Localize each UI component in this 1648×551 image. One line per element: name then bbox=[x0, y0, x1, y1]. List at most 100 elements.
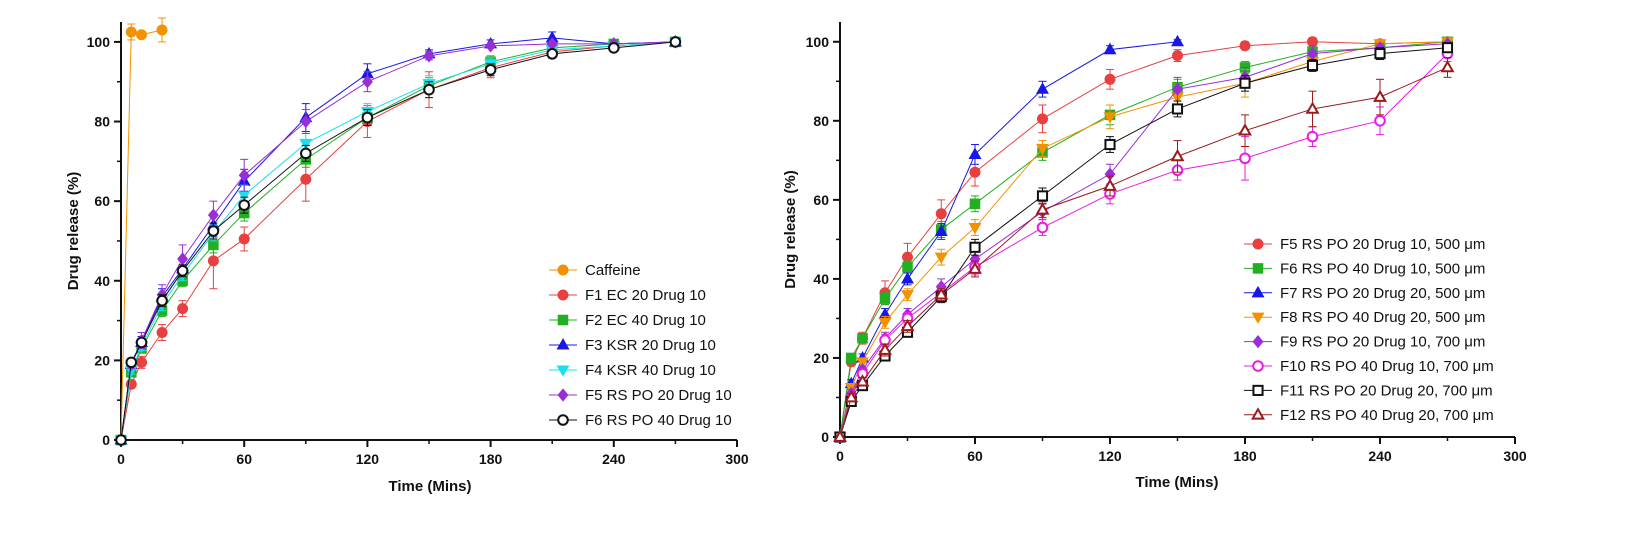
series-line bbox=[839, 43, 1448, 438]
data-point bbox=[935, 208, 947, 220]
data-point bbox=[125, 26, 137, 38]
data-point bbox=[238, 168, 250, 182]
series-line bbox=[839, 53, 1448, 438]
data-point bbox=[1171, 34, 1184, 47]
legend-marker bbox=[556, 338, 570, 350]
data-point bbox=[361, 75, 373, 89]
series-group bbox=[833, 57, 1455, 442]
data-point bbox=[176, 265, 189, 277]
data-point bbox=[1238, 123, 1252, 136]
data-point bbox=[968, 261, 982, 274]
legend-label: F5 RS PO 20 Drug 10 bbox=[585, 387, 732, 404]
legend-label: F8 RS PO 40 Drug 20, 500 μm bbox=[1280, 309, 1485, 326]
y-tick-label: 40 bbox=[813, 271, 829, 287]
data-point bbox=[299, 138, 313, 151]
legend-item: F2 EC 40 Drug 10 bbox=[549, 312, 706, 329]
series-group bbox=[115, 36, 681, 446]
data-point bbox=[115, 434, 127, 446]
legend-label: F6 RS PO 40 Drug 10 bbox=[585, 412, 732, 429]
legend-marker bbox=[1252, 384, 1264, 396]
y-axis-title: Drug release (%) bbox=[782, 170, 799, 288]
legend-item: F7 RS PO 20 Drug 20, 500 μm bbox=[1244, 285, 1485, 302]
data-point bbox=[300, 173, 312, 185]
data-point bbox=[901, 271, 914, 284]
legend-label: Caffeine bbox=[585, 262, 641, 279]
x-tick-label: 240 bbox=[602, 451, 626, 467]
x-tick-label: 120 bbox=[1098, 448, 1122, 464]
y-tick-label: 100 bbox=[87, 34, 111, 50]
legend-label: F1 EC 20 Drug 10 bbox=[585, 287, 706, 304]
data-point bbox=[855, 374, 870, 387]
data-point bbox=[968, 147, 982, 159]
x-axis-title: Time (Mins) bbox=[1135, 474, 1218, 491]
data-point bbox=[934, 287, 949, 300]
x-tick-label: 120 bbox=[356, 451, 380, 467]
data-point bbox=[901, 290, 914, 302]
legend-item: F6 RS PO 40 Drug 10, 500 μm bbox=[1244, 260, 1485, 277]
data-point bbox=[423, 49, 435, 63]
y-tick-label: 60 bbox=[94, 193, 110, 209]
data-point bbox=[1171, 103, 1184, 115]
legend-label: F5 RS PO 20 Drug 10, 500 μm bbox=[1280, 236, 1485, 253]
data-point bbox=[1036, 221, 1049, 234]
data-point bbox=[878, 317, 892, 330]
legend-label: F4 KSR 40 Drug 10 bbox=[585, 362, 716, 379]
data-point bbox=[1441, 42, 1454, 54]
legend-label: F10 RS PO 40 Drug 10, 700 μm bbox=[1280, 358, 1494, 375]
data-point bbox=[1306, 59, 1319, 72]
x-tick-label: 0 bbox=[117, 451, 125, 467]
legend-marker bbox=[556, 365, 570, 377]
data-point bbox=[608, 42, 620, 54]
legend-label: F2 EC 40 Drug 10 bbox=[585, 312, 706, 329]
data-point bbox=[1036, 113, 1048, 125]
legend-label: F6 RS PO 40 Drug 10, 500 μm bbox=[1280, 260, 1485, 277]
x-axis-title: Time (Mins) bbox=[388, 478, 471, 495]
data-point bbox=[1103, 42, 1117, 55]
legend-item: F12 RS PO 40 Drug 20, 700 μm bbox=[1244, 407, 1494, 424]
data-point bbox=[156, 327, 168, 339]
y-tick-label: 0 bbox=[821, 429, 829, 445]
data-point bbox=[1035, 202, 1050, 215]
data-point bbox=[1373, 89, 1387, 102]
legend-item: F4 KSR 40 Drug 10 bbox=[549, 362, 716, 379]
data-point bbox=[207, 208, 219, 222]
release-chart-right: 0 60 120 180 240 300 0 20 40 60 80 100 Time (Mins) Dr… bbox=[782, 22, 1527, 491]
series-group bbox=[833, 34, 1184, 442]
series-line bbox=[839, 41, 1178, 438]
data-point bbox=[1306, 130, 1319, 143]
data-point bbox=[136, 356, 148, 368]
series-group bbox=[114, 30, 682, 445]
data-point bbox=[361, 111, 374, 124]
series-line bbox=[120, 37, 676, 441]
legend-item: F10 RS PO 40 Drug 10, 700 μm bbox=[1244, 358, 1494, 375]
data-point bbox=[833, 429, 847, 442]
data-point bbox=[1239, 40, 1251, 52]
data-point bbox=[136, 29, 148, 41]
data-point bbox=[969, 241, 981, 253]
legend-item: F9 RS PO 20 Drug 10, 700 μm bbox=[1244, 334, 1485, 351]
legend-item: F3 KSR 20 Drug 10 bbox=[549, 337, 716, 354]
y-tick-label: 60 bbox=[813, 192, 829, 208]
x-tick-label: 180 bbox=[479, 451, 503, 467]
data-point bbox=[484, 63, 497, 76]
legend-marker bbox=[557, 264, 569, 276]
series-line bbox=[120, 29, 163, 441]
legend-label: F11 RS PO 20 Drug 20, 700 μm bbox=[1280, 382, 1493, 399]
data-point bbox=[856, 357, 869, 369]
series-line bbox=[839, 66, 1448, 438]
data-point bbox=[300, 114, 312, 129]
data-point bbox=[1374, 48, 1386, 60]
y-tick-label: 80 bbox=[813, 113, 829, 129]
data-point bbox=[1170, 148, 1185, 162]
legend-item: F8 RS PO 40 Drug 20, 500 μm bbox=[1244, 309, 1485, 326]
series-line bbox=[120, 41, 676, 441]
y-tick-label: 40 bbox=[94, 273, 110, 289]
legend-marker bbox=[1252, 360, 1264, 372]
legend-marker bbox=[1252, 334, 1264, 349]
legend-item: F5 RS PO 20 Drug 10 bbox=[549, 387, 732, 404]
series-line bbox=[839, 41, 1448, 438]
data-point bbox=[879, 293, 891, 304]
data-point bbox=[208, 239, 219, 251]
legend-marker bbox=[557, 414, 569, 426]
